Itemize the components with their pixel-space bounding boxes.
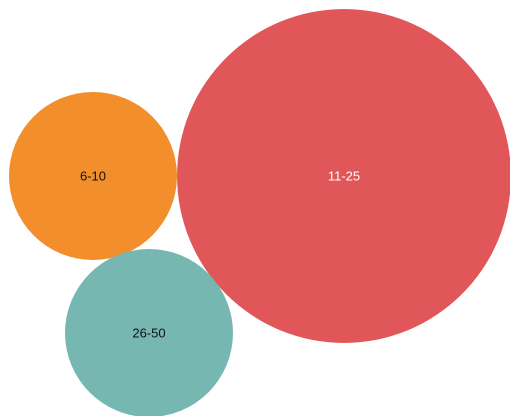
bubble-6-10[interactable] [9, 92, 177, 260]
bubble-label-6-10: 6-10 [80, 169, 106, 184]
bubble-label-11-25: 11-25 [328, 169, 360, 184]
bubble-label-26-50: 26-50 [132, 326, 165, 341]
bubble-26-50[interactable] [65, 249, 233, 416]
bubble-11-25[interactable] [177, 9, 510, 343]
bubbles: 11-25 6-10 26-50 [9, 9, 510, 416]
